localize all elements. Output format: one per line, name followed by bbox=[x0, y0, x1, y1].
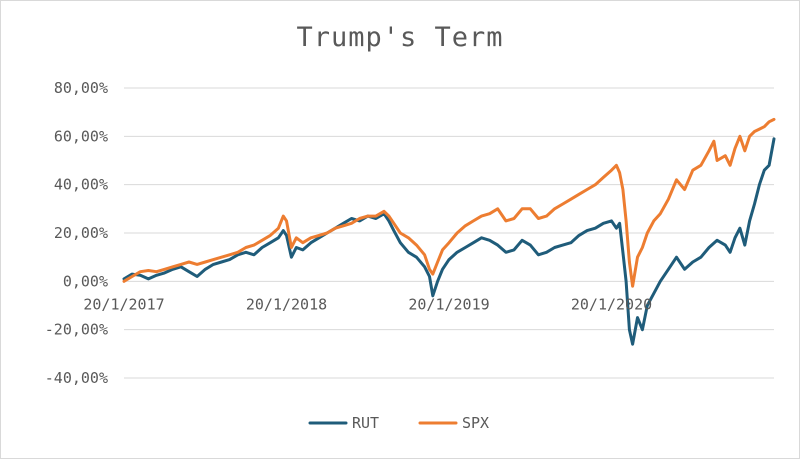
series-lines bbox=[122, 117, 776, 346]
x-tick-label: 20/1/2017 bbox=[83, 295, 164, 313]
legend-label-spx: SPX bbox=[462, 414, 489, 432]
y-tick-label: 40,00% bbox=[54, 176, 108, 194]
y-tick-label: 0,00% bbox=[63, 272, 108, 290]
y-tick-label: 80,00% bbox=[54, 79, 108, 97]
x-tick-label: 20/1/2018 bbox=[246, 295, 327, 313]
y-tick-label: -20,00% bbox=[45, 321, 108, 339]
legend-label-rut: RUT bbox=[352, 414, 379, 432]
x-axis-tick-labels: 20/1/2017 20/1/2018 20/1/2019 20/1/2020 bbox=[83, 295, 652, 313]
legend: RUT SPX bbox=[308, 414, 489, 432]
series-line-rut bbox=[122, 137, 776, 346]
gridlines bbox=[124, 87, 774, 379]
x-tick-label: 20/1/2020 bbox=[571, 295, 652, 313]
y-tick-label: 20,00% bbox=[54, 224, 108, 242]
y-tick-label: -40,00% bbox=[45, 369, 108, 387]
y-axis-tick-labels: 80,00% 60,00% 40,00% 20,00% 0,00% -20,00% -40,… bbox=[45, 79, 108, 387]
y-tick-label: 60,00% bbox=[54, 127, 108, 145]
x-tick-label: 20/1/2019 bbox=[408, 295, 489, 313]
chart-title: Trump's Term bbox=[296, 22, 503, 53]
series-line-spx bbox=[122, 117, 776, 288]
